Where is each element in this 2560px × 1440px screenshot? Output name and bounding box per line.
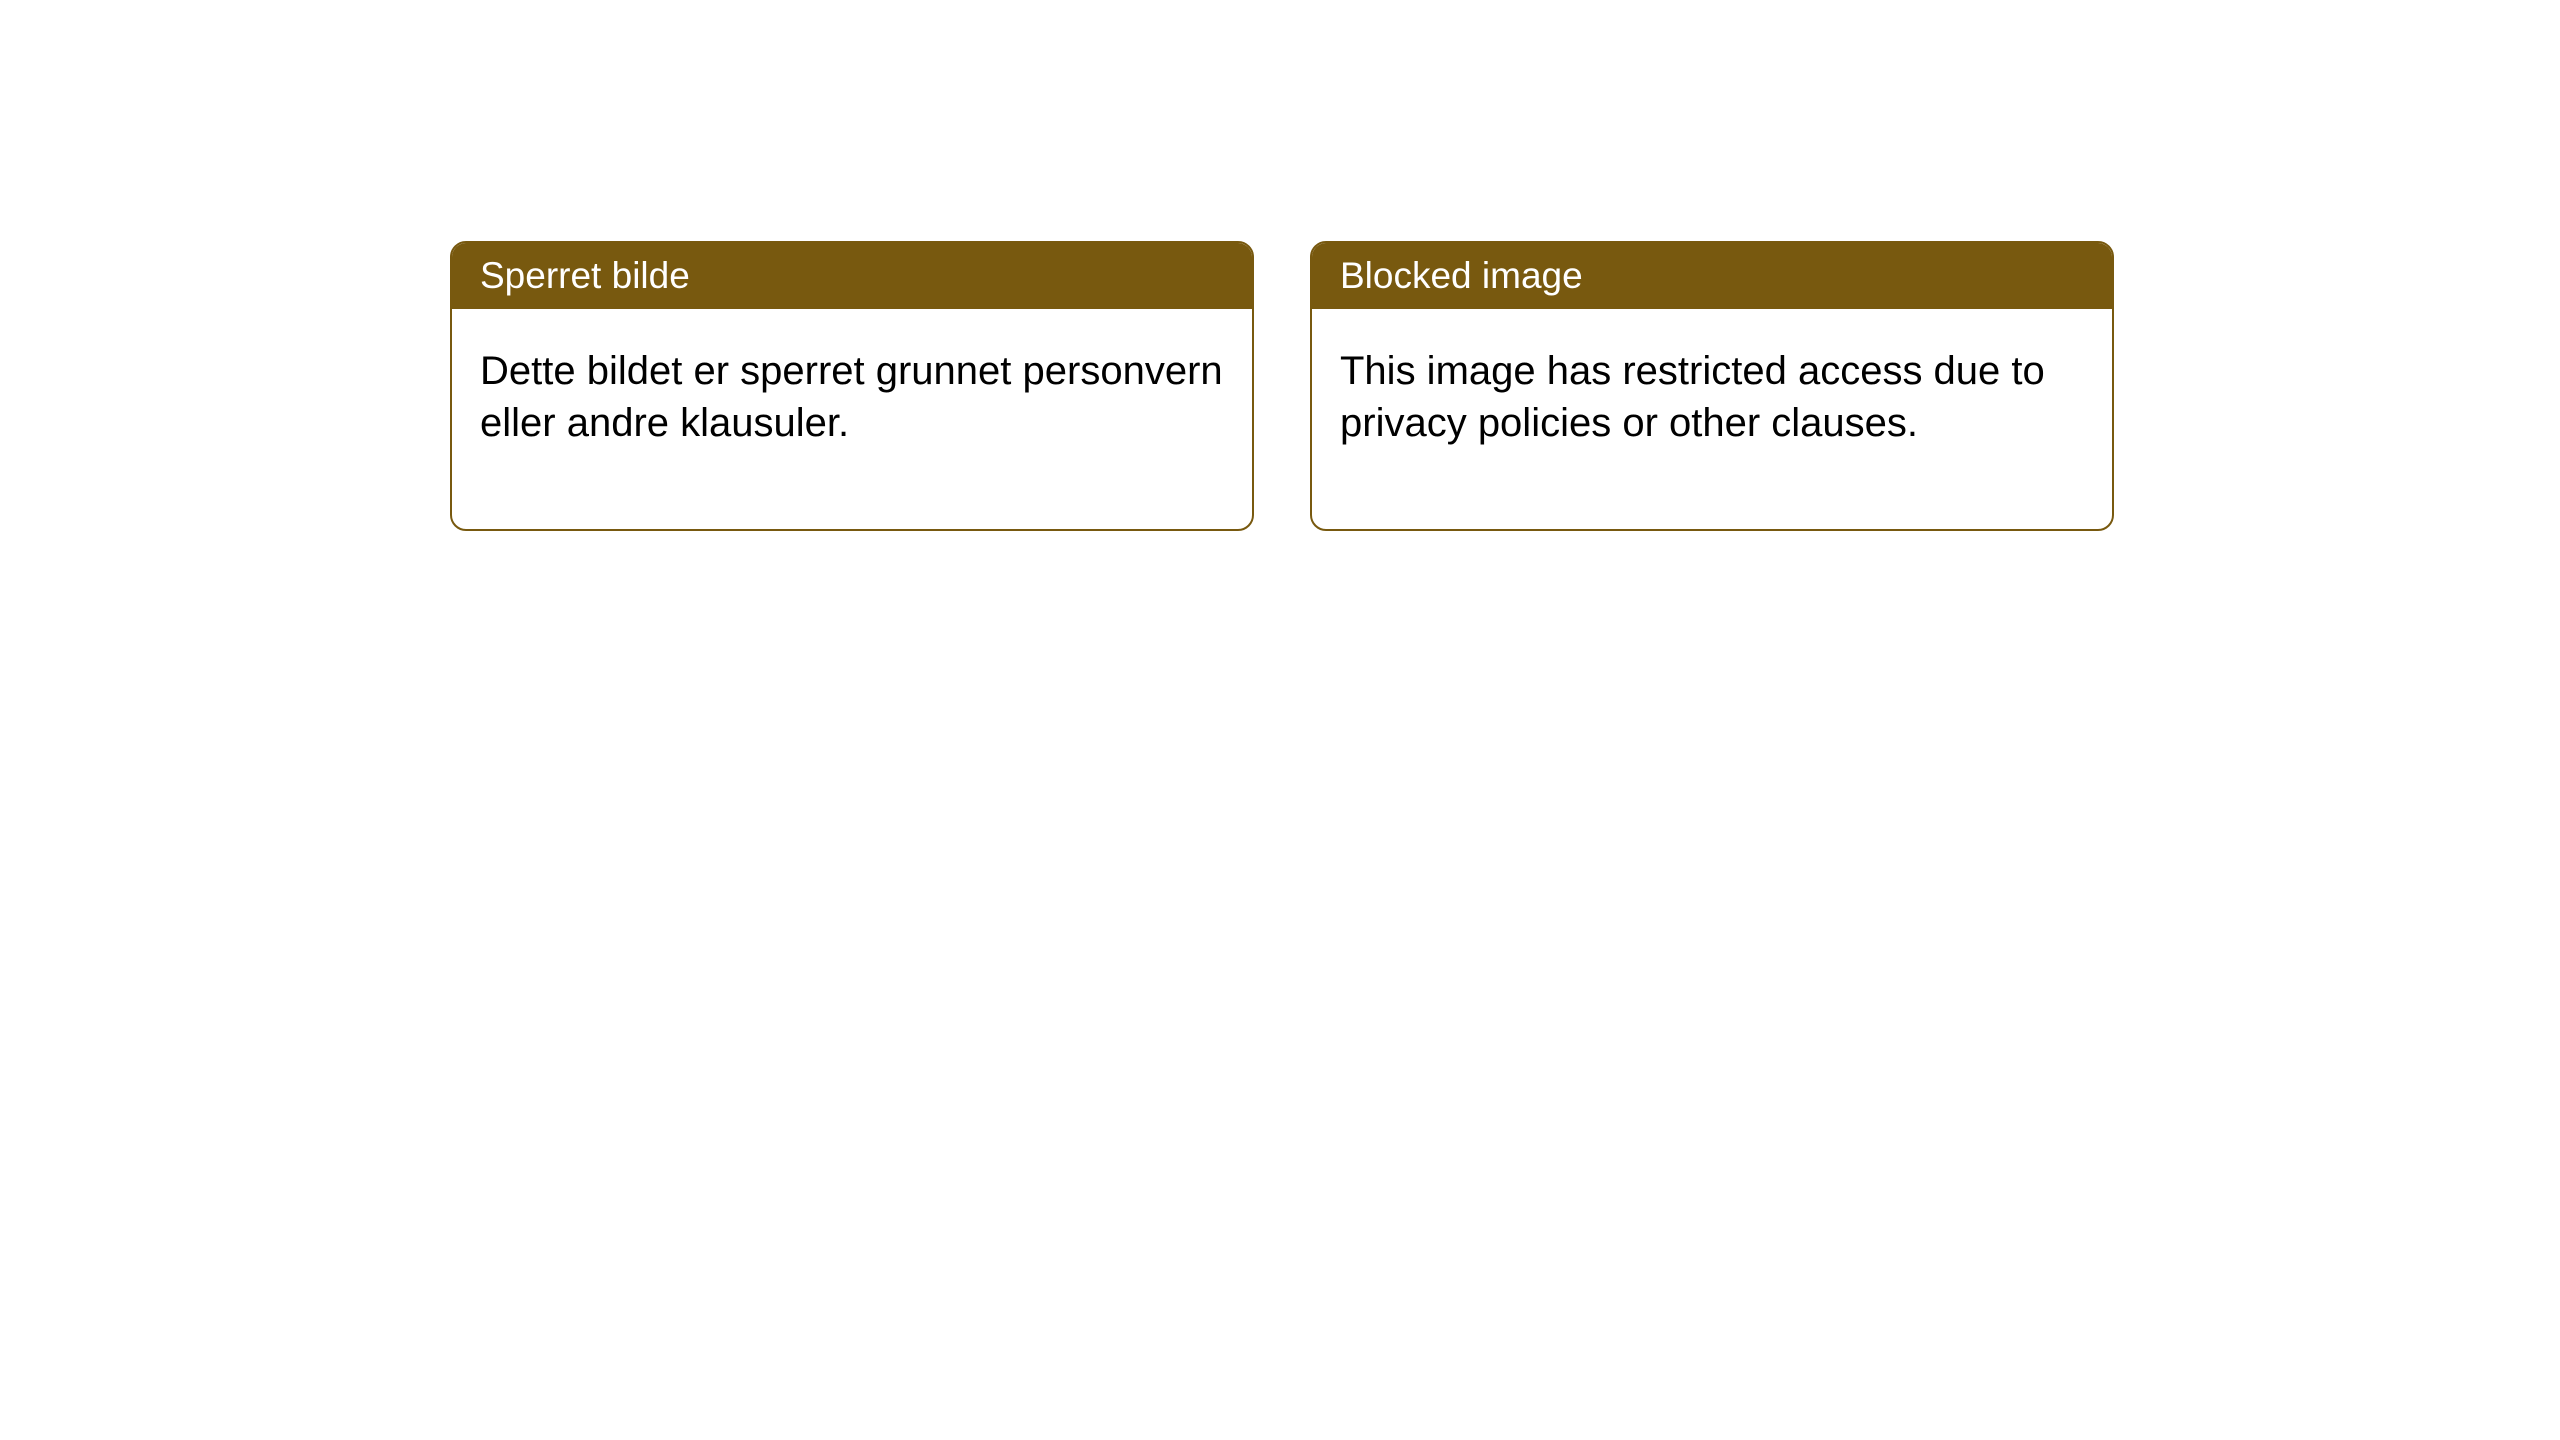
notice-body-english: This image has restricted access due to … xyxy=(1312,309,2112,529)
notice-card-english: Blocked image This image has restricted … xyxy=(1310,241,2114,531)
notice-card-norwegian: Sperret bilde Dette bildet er sperret gr… xyxy=(450,241,1254,531)
notice-container: Sperret bilde Dette bildet er sperret gr… xyxy=(0,0,2560,531)
notice-header-norwegian: Sperret bilde xyxy=(452,243,1252,309)
notice-header-english: Blocked image xyxy=(1312,243,2112,309)
notice-body-norwegian: Dette bildet er sperret grunnet personve… xyxy=(452,309,1252,529)
